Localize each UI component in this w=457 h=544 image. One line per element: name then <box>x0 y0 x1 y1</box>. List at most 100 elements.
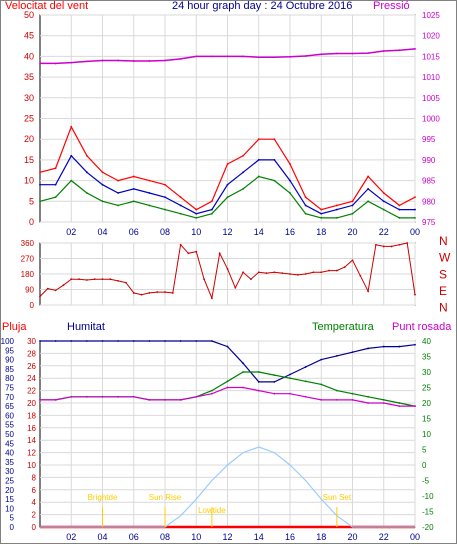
wind-point-average <box>148 192 151 194</box>
x-tick-label-bottom: 12 <box>222 532 232 542</box>
x-tick-label-bottom: 04 <box>97 532 107 542</box>
temperature-tick-label: -10 <box>422 492 434 501</box>
humidity-point-temperature <box>242 371 245 373</box>
humidity-point-humidity <box>304 366 307 368</box>
x-tick-label-bottom: 16 <box>285 532 295 542</box>
direction-point <box>250 278 252 281</box>
x-tick-label: 08 <box>160 227 170 237</box>
humidity-point-humidity <box>382 345 385 348</box>
wind-point-pressure <box>179 57 182 60</box>
x-tick-label-bottom: 06 <box>129 532 139 542</box>
wind-point-low <box>289 192 291 194</box>
graph-title: 24 hour graph day : 24 Octubre 2016 <box>172 0 353 12</box>
wind-point-gust <box>398 204 401 207</box>
humidity-point-dewpoint <box>367 402 370 404</box>
direction-point <box>242 271 245 274</box>
direction-point <box>328 269 330 272</box>
wind-point-low <box>117 204 120 207</box>
wind-point-average <box>226 183 229 186</box>
wind-point-pressure <box>320 53 323 56</box>
compass-label: E <box>439 284 447 298</box>
wind-point-pressure <box>117 59 120 62</box>
temperature-tick-label: 10 <box>422 430 431 439</box>
direction-point <box>187 252 190 255</box>
wind-point-pressure <box>242 55 245 58</box>
humidity-legend: Humitat <box>67 321 105 333</box>
wind-point-pressure <box>70 61 73 64</box>
wind-point-gust <box>242 154 245 157</box>
direction-point <box>273 271 276 274</box>
wind-point-average <box>289 179 291 182</box>
wind-point-gust <box>226 163 229 165</box>
x-tick-label-bottom: 22 <box>379 532 389 542</box>
rain-legend: Pluja <box>2 321 27 333</box>
direction-point <box>218 252 221 255</box>
humidity-point-dewpoint <box>101 395 104 398</box>
humidity-point-humidity <box>335 354 338 357</box>
direction-point <box>171 292 174 294</box>
humidity-point-dewpoint <box>414 405 416 407</box>
humidity-point-temperature <box>273 374 276 376</box>
direction-point <box>257 271 260 274</box>
direction-point <box>289 273 291 275</box>
direction-point <box>195 250 198 253</box>
humidity-point-dewpoint <box>39 399 41 401</box>
wind-point-low <box>320 216 323 219</box>
compass-label: S <box>439 267 447 281</box>
humidity-point-dewpoint <box>257 389 260 392</box>
x-tick-label-bottom: 00 <box>410 532 420 542</box>
wind-point-average <box>210 208 213 211</box>
humidity-point-dewpoint <box>242 386 245 389</box>
direction-tick-label: 0 <box>30 301 35 310</box>
compass-label: W <box>439 251 451 265</box>
humidity-point-humidity <box>257 381 260 383</box>
humidity-point-temperature <box>335 389 338 392</box>
wind-point-average <box>335 208 338 211</box>
wind-point-pressure <box>226 55 229 58</box>
humidity-point-dewpoint <box>289 392 291 395</box>
wind-tick-label: 30 <box>24 93 34 103</box>
wind-point-pressure <box>164 59 166 62</box>
x-tick-label-bottom: 08 <box>160 532 170 542</box>
x-tick-label: 00 <box>410 227 420 237</box>
humidity-point-humidity <box>351 351 354 354</box>
temperature-tick-label: -20 <box>422 523 434 532</box>
direction-point <box>281 272 284 275</box>
wind-point-pressure <box>54 62 57 65</box>
x-tick-label: 22 <box>379 227 389 237</box>
wind-point-low <box>148 204 151 207</box>
direction-point <box>320 271 323 274</box>
wind-point-average <box>54 183 57 186</box>
humidity-point-dewpoint <box>351 399 354 401</box>
humidity-point-temperature <box>257 371 260 373</box>
direction-point <box>375 243 377 246</box>
wind-point-average <box>132 187 135 190</box>
direction-point <box>312 271 315 274</box>
wind-point-gust <box>70 125 73 128</box>
rain-tick-label: 30 <box>27 337 36 346</box>
humidity-point-humidity <box>367 347 370 350</box>
x-tick-label-bottom: 10 <box>191 532 201 542</box>
wind-point-gust <box>195 208 198 211</box>
wind-point-low <box>382 208 385 211</box>
humidity-point-humidity <box>164 340 166 342</box>
humidity-point-humidity <box>85 340 88 342</box>
wind-point-gust <box>54 167 57 170</box>
humidity-point-dewpoint <box>398 405 401 407</box>
rain-tick-label: 14 <box>27 436 36 445</box>
direction-tick-label: 90 <box>25 286 34 295</box>
wind-point-average <box>273 159 276 161</box>
direction-point <box>390 245 393 248</box>
x-tick-label: 14 <box>254 227 264 237</box>
wind-point-pressure <box>351 52 354 55</box>
pressure-tick-label: 975 <box>422 218 436 227</box>
direction-point <box>39 295 41 298</box>
wind-point-gust <box>39 171 41 174</box>
rain-tick-label: 10 <box>27 461 36 470</box>
humidity-tick-label: 65 <box>5 402 14 411</box>
direction-point <box>179 243 182 246</box>
humidity-tick-label: 25 <box>5 477 14 486</box>
humidity-point-temperature <box>367 395 370 398</box>
